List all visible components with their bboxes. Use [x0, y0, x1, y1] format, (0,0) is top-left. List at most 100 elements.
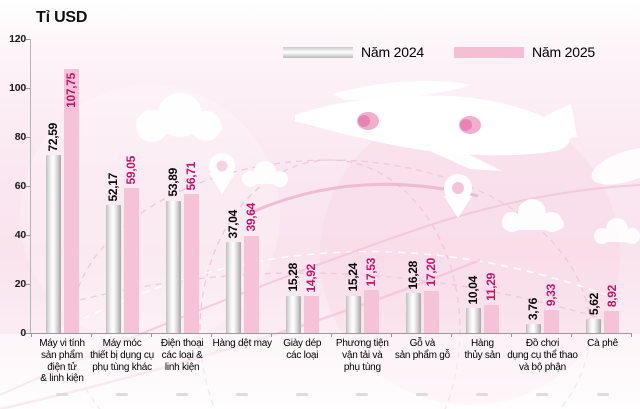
y-axis-line [30, 39, 31, 333]
bar-2025: 59,05 [123, 156, 139, 333]
value-label-2024: 72,59 [46, 122, 60, 152]
y-axis-tick-mark [26, 88, 30, 89]
soft-circle [20, 85, 280, 345]
value-label-2025: 56,71 [184, 161, 199, 191]
value-label-2025: 8,92 [604, 284, 619, 308]
under-label-dash [56, 393, 68, 396]
cloud-icon [591, 147, 640, 185]
bar-2025: 8,92 [604, 285, 620, 333]
bar-slot-2025: 17,53 [363, 258, 379, 333]
legend-label-2024: Năm 2024 [361, 44, 424, 60]
bar-slot-2024: 53,89 [165, 168, 181, 333]
x-axis-tick-mark [571, 333, 573, 337]
legend: Năm 2024 Năm 2025 [283, 44, 595, 60]
category-label-line: Giày dép [283, 338, 322, 349]
bar-2025: 56,71 [183, 162, 199, 333]
value-label-2024: 52,17 [106, 172, 121, 202]
bar-2025: 17,20 [423, 258, 439, 333]
bar-2024: 3,76 [525, 298, 541, 333]
y-axis-tick-mark [26, 186, 30, 187]
bar-slot-2024: 15,24 [345, 263, 361, 333]
bar-slot-2024: 3,76 [525, 298, 541, 333]
bar-group: 37,04 39,64 [212, 39, 272, 333]
bar-group: 72,59 107,75 [32, 39, 92, 333]
under-label-dash [116, 393, 129, 396]
category-label-line: Hàng [470, 338, 494, 349]
category-label-line: sản phẩm gỗ [394, 349, 450, 361]
bar-slot-2025: 59,05 [123, 156, 139, 333]
cloud-icon [502, 199, 564, 232]
bar-group: 53,89 56,71 [152, 39, 212, 333]
value-label-2024: 3,76 [526, 297, 541, 320]
under-label-dash [536, 393, 549, 396]
bottom-wash [0, 334, 640, 409]
value-label-2024: 15,28 [286, 263, 301, 292]
value-label-2025: 39,64 [244, 203, 259, 232]
category-label: Hàng dệt may [197, 338, 287, 350]
category-label-line: phụ tùng khác [92, 361, 152, 373]
y-axis-tick-label: 20 [14, 277, 26, 290]
category-label: Gỗ và sản phẩm gỗ [377, 338, 467, 362]
category-label-line: các loại & [161, 349, 203, 361]
x-axis-tick-mark [150, 333, 152, 337]
y-axis-tick-mark [26, 39, 30, 40]
location-pin-icon [444, 174, 472, 218]
value-label-2025: 17,20 [424, 258, 439, 287]
bar-2024: 5,62 [586, 293, 602, 333]
category-label: Hàng thủy sản [437, 338, 527, 362]
x-axis-tick-mark [270, 333, 272, 337]
legend-swatch-2024 [283, 46, 353, 58]
bar-group: 52,17 59,05 [92, 39, 152, 333]
y-axis-tick-label: 60 [14, 179, 26, 192]
x-axis-tick-mark [90, 333, 92, 337]
y-axis-tick-label: 100 [9, 81, 26, 94]
y-axis-tick-label: 120 [9, 32, 26, 45]
bar-slot-2025: 11,29 [483, 273, 499, 333]
value-label-2025: 107,75 [64, 73, 78, 108]
bar-slot-2024: 37,04 [225, 210, 241, 333]
category-label-line: dụng cụ thể thao [507, 349, 578, 361]
category-label-line: các loại [286, 349, 319, 361]
category-label-line: Máy móc [102, 338, 142, 349]
x-axis-tick-mark [210, 333, 212, 337]
cloud-icon [136, 93, 222, 142]
bar-2025: 107,75 [63, 69, 79, 333]
under-label-dash [236, 393, 249, 396]
legend-swatch-2025 [454, 46, 524, 58]
category-label: Phương tiện vận tải và phụ tùng [317, 338, 407, 373]
bar-slot-2024: 72,59 [45, 123, 61, 333]
bar-slot-2024: 5,62 [586, 293, 602, 333]
bar-2024: 15,24 [345, 263, 361, 333]
bar-group: 5,62 8,92 [573, 39, 633, 333]
category-label-line: thiết bị dụng cụ [90, 349, 154, 361]
bar-2025: 9,33 [543, 284, 559, 333]
bar-slot-2024: 52,17 [105, 173, 121, 333]
bar-group: 16,28 17,20 [392, 39, 452, 333]
x-axis-tick-mark [510, 333, 512, 337]
y-axis-tick-mark [26, 137, 30, 138]
y-axis-tick-mark [26, 333, 30, 334]
category-label-line: linh kiện [164, 361, 200, 373]
x-axis-tick-mark [631, 333, 633, 337]
category-label-line: Cà phê [587, 338, 618, 349]
bar-2024: 15,28 [285, 263, 301, 333]
category-label-line: Máy vi tính [39, 338, 85, 349]
legend-item-2025: Năm 2025 [454, 44, 595, 60]
x-axis-tick-mark [330, 333, 332, 337]
category-label-line: điện tử [47, 361, 77, 373]
category-label-line: Phương tiện [335, 338, 389, 349]
bar-2024: 16,28 [405, 261, 421, 333]
category-label: Cà phê [558, 338, 640, 350]
y-axis-tick-mark [26, 235, 30, 236]
bar-slot-2025: 107,75 [63, 69, 79, 333]
x-axis-tick-mark [30, 333, 32, 337]
under-label-dash [356, 393, 369, 396]
legend-item-2024: Năm 2024 [283, 44, 424, 60]
legend-label-2025: Năm 2025 [532, 44, 595, 60]
bar-slot-2025: 17,20 [423, 258, 439, 333]
value-label-2025: 14,92 [304, 263, 319, 293]
bar-2024: 52,17 [105, 173, 121, 333]
bar-group: 15,24 17,53 [332, 39, 392, 333]
